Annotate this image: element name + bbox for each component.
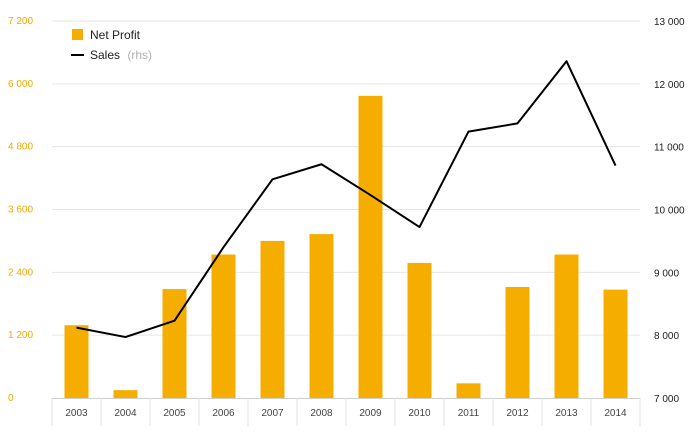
y-right-tick-label: 13 000 xyxy=(654,17,685,28)
y-right-tick-label: 9 000 xyxy=(654,268,679,279)
legend-label-sales: Sales (rhs) xyxy=(90,48,152,62)
net-profit-bar xyxy=(408,263,432,398)
y-left-tick-label: 6 000 xyxy=(8,79,33,90)
net-profit-bar xyxy=(163,289,187,398)
x-tick-label: 2011 xyxy=(458,408,480,419)
sales-line-layer xyxy=(76,61,615,337)
axes: 0 1 200 2 400 3 600 4 800 6 000 7 200 7 000 8 00… xyxy=(8,16,685,426)
net-profit-bar xyxy=(114,390,138,398)
y-left-tick-label: 7 200 xyxy=(8,16,33,27)
x-tick-label: 2012 xyxy=(506,408,529,419)
y-left-tick-label: 1 200 xyxy=(8,330,33,341)
legend-sales-name: Sales xyxy=(90,48,120,62)
y-right-tick-label: 8 000 xyxy=(654,331,679,342)
net-profit-bar xyxy=(506,287,530,398)
legend-swatch-net-profit xyxy=(72,29,83,40)
y-left-tick-label: 2 400 xyxy=(8,267,33,278)
net-profit-bar xyxy=(555,255,579,398)
y-right-tick-label: 10 000 xyxy=(654,206,685,217)
net-profit-bar xyxy=(212,255,236,398)
grid-lines xyxy=(52,21,640,335)
legend-label-net-profit: Net Profit xyxy=(90,28,141,42)
x-tick-label: 2005 xyxy=(163,408,186,419)
net-profit-bar xyxy=(604,290,628,398)
x-tick-label: 2009 xyxy=(359,408,382,419)
x-tick-label: 2008 xyxy=(310,408,333,419)
x-tick-label: 2010 xyxy=(408,408,431,419)
y-left-tick-label: 3 600 xyxy=(8,205,33,216)
y-left-tick-label: 4 800 xyxy=(8,142,33,153)
net-profit-bar xyxy=(359,96,383,398)
net-profit-bar xyxy=(310,234,334,398)
y-right-tick-label: 7 000 xyxy=(654,394,679,405)
x-tick-label: 2014 xyxy=(604,408,627,419)
y-left-tick-label: 0 xyxy=(8,393,14,404)
net-profit-bar xyxy=(457,383,481,398)
x-tick-label: 2004 xyxy=(114,408,137,419)
sales-line xyxy=(77,61,616,337)
legend-sales-suffix: (rhs) xyxy=(127,48,152,62)
net-profit-bars xyxy=(65,96,628,398)
x-tick-label: 2013 xyxy=(555,408,578,419)
y-right-tick-label: 11 000 xyxy=(654,143,684,154)
x-tick-label: 2003 xyxy=(65,408,88,419)
y-right-tick-label: 12 000 xyxy=(654,80,685,91)
net-profit-bar xyxy=(261,241,285,398)
net-profit-bar xyxy=(65,325,89,398)
legend: Net Profit Sales (rhs) xyxy=(71,28,152,62)
x-tick-label: 2006 xyxy=(212,408,235,419)
x-tick-label: 2007 xyxy=(261,408,284,419)
